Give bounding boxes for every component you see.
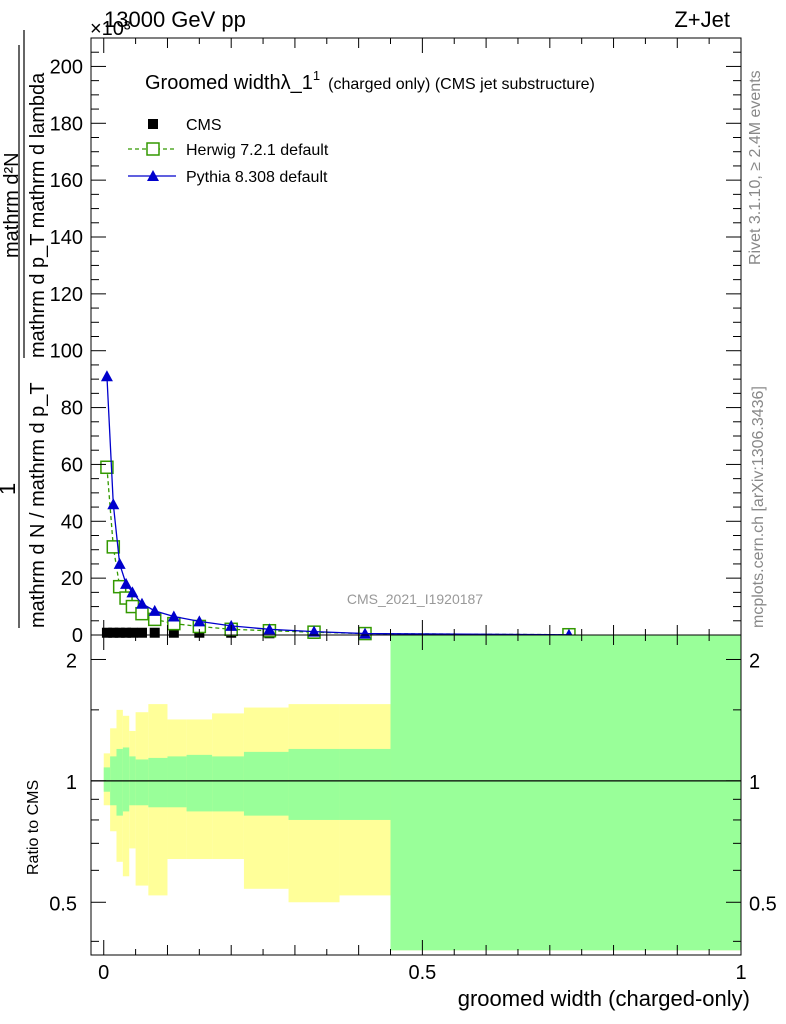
stat-uncertainty-band xyxy=(148,757,168,808)
pythia-point xyxy=(120,577,133,589)
main-y-tick-label: 100 xyxy=(50,341,83,363)
ratio-y-tick-label: 2 xyxy=(66,650,77,672)
main-panel: 0 20 40 60 80 100 120 140 160 180 200 13000 GeV pp… xyxy=(0,7,767,647)
cms-point xyxy=(168,627,179,638)
cms-point xyxy=(114,627,125,638)
legend-title-rest: (charged only) (CMS jet substructure) xyxy=(328,76,595,93)
legend-title-sup: 1 xyxy=(313,68,320,83)
x-tick-label: 0 xyxy=(98,962,109,984)
stat-uncertainty-band xyxy=(212,756,244,812)
legend-pythia-marker xyxy=(147,170,159,181)
legend-herwig-label: Herwig 7.2.1 default xyxy=(186,142,329,159)
cms-point xyxy=(101,627,112,638)
legend-cms-label: CMS xyxy=(186,117,222,134)
y-label-outer-num: 1 xyxy=(0,483,20,495)
stat-uncertainty-band xyxy=(116,748,123,816)
main-plot-data xyxy=(100,370,576,642)
herwig-point xyxy=(135,606,149,621)
stat-uncertainty-band xyxy=(390,635,741,951)
pythia-point xyxy=(100,370,113,382)
main-y-tick-label: 0 xyxy=(72,625,83,647)
stat-uncertainty-band xyxy=(135,759,149,806)
mcplots-label: mcplots.cern.ch [arXiv:1306.3436] xyxy=(750,386,767,628)
stat-uncertainty-band xyxy=(167,756,187,808)
stat-uncertainty-band xyxy=(103,767,111,792)
legend-pythia-label: Pythia 8.308 default xyxy=(186,169,328,186)
pythia-point xyxy=(263,623,276,635)
series-line-2 xyxy=(106,376,569,636)
pythia-point xyxy=(167,610,180,622)
ratio-panel: 0.5 0.5 1 1 2 2 0 0.5 1 Ratio to CMS groomed wid… xyxy=(25,634,777,1011)
main-y-tick-label: 20 xyxy=(61,568,83,590)
y-label-numerator: mathrm d²N xyxy=(1,152,23,258)
pythia-point xyxy=(107,498,120,510)
ratio-y-label: Ratio to CMS xyxy=(25,780,42,875)
x-tick-label: 1 xyxy=(735,962,746,984)
ratio-y-tick-label-right: 0.5 xyxy=(749,893,777,915)
cms-point xyxy=(149,627,160,638)
legend-cms-marker xyxy=(148,119,158,129)
main-y-tick-label: 160 xyxy=(50,170,83,192)
legend-title: Groomed widthλ_11 (charged only) (CMS jet… xyxy=(145,68,595,94)
stat-uncertainty-band xyxy=(243,751,289,816)
watermark: CMS_2021_I1920187 xyxy=(347,591,483,607)
herwig-point xyxy=(106,540,121,554)
stat-uncertainty-band xyxy=(122,747,130,812)
y-exponent: ×10³ xyxy=(90,18,131,40)
header-right: Z+Jet xyxy=(674,7,730,32)
y-label-denominator: mathrm d p_T mathrm d lambda xyxy=(27,72,49,358)
main-y-tick-label: 180 xyxy=(50,113,83,135)
stat-uncertainty-band xyxy=(339,748,391,820)
series-line-1 xyxy=(106,467,569,636)
ratio-bands xyxy=(91,635,741,951)
x-tick-label: 0.5 xyxy=(408,962,436,984)
cms-point xyxy=(108,627,119,638)
y-axis-label: 1 mathrm d N / mathrm d p_T mathrm d²N m… xyxy=(0,30,49,628)
ratio-y-tick-label: 0.5 xyxy=(49,893,77,915)
ratio-y-tick-label-right: 1 xyxy=(749,772,760,794)
y-label-outer-den: mathrm d N / mathrm d p_T xyxy=(27,382,49,628)
legend: Groomed widthλ_11 (charged only) (CMS jet… xyxy=(128,68,595,186)
main-y-tick-label: 80 xyxy=(61,398,83,420)
pythia-point xyxy=(359,627,372,639)
main-y-tick-label: 60 xyxy=(61,454,83,476)
ratio-ticks: 0.5 0.5 1 1 2 2 0 0.5 1 xyxy=(49,635,777,984)
pythia-point xyxy=(148,604,161,616)
cms-point xyxy=(136,627,147,638)
pythia-point xyxy=(113,557,126,569)
main-y-tick-label: 40 xyxy=(61,511,83,533)
main-y-tick-label: 200 xyxy=(50,56,83,78)
cms-point xyxy=(127,627,138,638)
header-left: 13000 GeV pp xyxy=(104,7,246,32)
main-y-tick-label: 140 xyxy=(50,227,83,249)
ratio-y-tick-label-right: 2 xyxy=(749,650,760,672)
ratio-frame xyxy=(90,634,742,956)
pythia-point xyxy=(126,586,139,598)
rivet-label: Rivet 3.1.10, ≥ 2.4M events xyxy=(747,70,764,265)
ratio-y-tick-label: 1 xyxy=(66,772,77,794)
pythia-point xyxy=(193,615,206,627)
pythia-point xyxy=(135,597,148,609)
main-y-ticks: 0 20 40 60 80 100 120 140 160 180 200 xyxy=(50,38,742,647)
legend-herwig-marker xyxy=(146,142,160,156)
cms-point xyxy=(121,627,132,638)
main-y-tick-label: 120 xyxy=(50,284,83,306)
stat-uncertainty-band xyxy=(288,748,340,820)
stat-uncertainty-band xyxy=(186,754,213,812)
legend-title-main: Groomed widthλ_1 xyxy=(145,72,313,94)
x-axis-label: groomed width (charged-only) xyxy=(458,986,750,1011)
pythia-point xyxy=(308,625,321,637)
